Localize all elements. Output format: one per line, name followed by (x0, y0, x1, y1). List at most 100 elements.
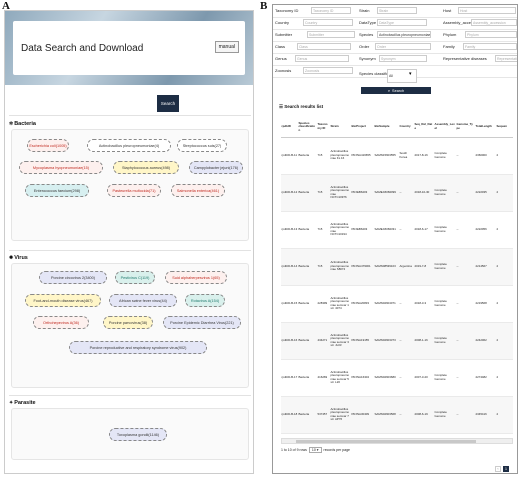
table-cell: Argentina (399, 248, 414, 286)
table-cell: -- (399, 396, 414, 434)
table-row[interactable]: rpdbID-B-16 Bacteria 434271 Actinobacillus … (281, 322, 513, 360)
column-header[interactable]: rpdbID (281, 117, 298, 138)
table-cell: -- (456, 396, 475, 434)
table-cell: Complete Genome (434, 285, 456, 323)
field-input-class[interactable]: Class (297, 43, 351, 50)
table-row[interactable]: rpdbID-B-18 Bacteria 537457 Actinobacillus … (281, 396, 513, 434)
species-pill[interactable]: Pasteurella multocida(71) (107, 184, 161, 197)
table-cell: -- (399, 322, 414, 360)
per-page-select[interactable]: 10 ▾ (308, 447, 322, 453)
species-pill[interactable]: Porcine Epidemic Diarrhea Virus(221) (163, 316, 241, 329)
scrollbar-thumb[interactable] (296, 440, 476, 443)
column-header[interactable]: Assembly_Level (434, 117, 456, 138)
field-input-submitter[interactable]: Submitter (307, 31, 355, 38)
species-pill[interactable]: Toxoplasma gondii(1146) (109, 428, 167, 441)
species-pill[interactable]: Staphylococcus aureus(498) (113, 161, 179, 174)
table-cell: Complete Genome (434, 174, 456, 212)
field-input-species[interactable]: Actinobacillus pleuropneumoniae (377, 31, 431, 38)
column-header[interactable]: Sequen (496, 117, 513, 138)
horizontal-scrollbar[interactable] (281, 438, 513, 444)
species-pill[interactable]: Enterococcus faecium(298) (25, 184, 89, 197)
table-row[interactable]: rpdbID-B-15 Bacteria 228399 Actinobacillus … (281, 285, 513, 323)
search-button[interactable]: Search (157, 95, 179, 112)
species-classification-select[interactable]: All (387, 69, 417, 83)
table-row[interactable]: rpdbID-B-17 Bacteria 416269 Actinobacillus … (281, 359, 513, 397)
field-label: Genus (275, 56, 287, 61)
table-cell: PRJEB10639 (351, 433, 374, 435)
column-header[interactable]: Species classification (298, 117, 317, 138)
table-cell: PRJEB6403 (351, 174, 374, 212)
species-pill[interactable]: Porcine circovirus 2(3400) (39, 271, 107, 284)
table-cell: PRJNA19155 (351, 322, 374, 360)
field-input-taxonomy-id[interactable]: Taxonomy ID (311, 7, 351, 14)
table-cell: rpdbID-B-12 (281, 174, 298, 212)
field-label: Order (359, 44, 370, 49)
column-header[interactable]: Strain (330, 117, 351, 138)
section-divider (9, 115, 251, 116)
table-cell: 2222056 (475, 211, 496, 249)
field-input-phylum[interactable]: Phylum (465, 31, 517, 38)
species-pill[interactable]: Pestivirus C(119) (115, 271, 155, 284)
species-pill[interactable]: Actinobacillus pleuropneumoniae(4) (87, 139, 171, 152)
field-input-representative-diseases[interactable]: Representative (495, 55, 517, 62)
table-row[interactable]: rpdbID-B-14 Bacteria 715 Actinobacillus ple… (281, 248, 513, 286)
prev-page-button[interactable]: ‹ (495, 466, 501, 472)
column-header[interactable]: Seq_Rel_Date (414, 117, 434, 138)
column-header[interactable]: Taxonomy ID (317, 117, 330, 138)
table-cell: 537457 (317, 396, 330, 434)
table-cell: Complete Genome (434, 322, 456, 360)
field-label: Synonym (359, 56, 376, 61)
field-input-country[interactable]: Country (303, 19, 353, 26)
field-input-host[interactable]: Host (458, 7, 516, 14)
table-cell: 2274482 (475, 359, 496, 397)
per-page-suffix: records per page (323, 448, 350, 452)
table-cell: 2008-1-16 (414, 322, 434, 360)
column-header[interactable]: Country (399, 117, 414, 138)
field-input-assembly-accession[interactable]: Assembly_accession (471, 19, 517, 26)
species-pill[interactable]: Escherichia coli(1005) (27, 139, 69, 152)
column-header[interactable]: TotalLength (475, 117, 496, 138)
column-header[interactable]: BioProject (351, 117, 374, 138)
column-header[interactable]: Genome_Type (456, 117, 475, 138)
field-input-family[interactable]: Family (463, 43, 517, 50)
table-cell: -- (456, 322, 475, 360)
table-cell: rpdbID-B-14 (281, 248, 298, 286)
table-row[interactable]: rpdbID-B-19Bacteria754345Actinobacillus … (281, 433, 513, 435)
field-input-order[interactable]: Order (375, 43, 431, 50)
table-row[interactable]: rpdbID-B-11 Bacteria 715 Actinobacillus ple… (281, 137, 513, 175)
section-box (11, 408, 249, 460)
advanced-search-button[interactable]: ⌕ Search (361, 87, 431, 94)
species-pill[interactable]: Porcine parvovirus(38) (103, 316, 153, 329)
table-cell: Bacteria (298, 433, 317, 435)
table-row[interactable]: rpdbID-B-13 Bacteria 715 Actinobacillus ple… (281, 211, 513, 249)
field-input-genus[interactable]: Genus (295, 55, 349, 62)
field-input-strain[interactable]: Strain (377, 7, 417, 14)
table-cell: PRJNA20833 (351, 285, 374, 323)
table-row[interactable]: rpdbID-B-12 Bacteria 715 Actinobacillus ple… (281, 174, 513, 212)
field-input-synonym[interactable]: Synonym (379, 55, 427, 62)
species-pill[interactable]: Mycoplasma hyopneumoniae(15) (19, 161, 103, 174)
field-input-datatype[interactable]: DataType (377, 19, 427, 26)
species-pill[interactable]: Rotavirus A(154) (185, 294, 225, 307)
page-1-button[interactable]: 1 (503, 466, 509, 472)
table-cell: South Korea (399, 137, 414, 175)
species-pill[interactable]: Streptococcus suis(27) (177, 139, 227, 152)
table-cell: 2 (496, 433, 513, 435)
pagination-info: 1 to 10 of 9 rows 10 ▾ records per page (281, 447, 350, 453)
species-pill[interactable]: Salmonella enterica(461) (171, 184, 225, 197)
table-cell: SAMEA5082099 (374, 174, 399, 212)
field-label: Host (443, 8, 452, 13)
table-cell: -- (399, 285, 414, 323)
field-input-zoonosis[interactable]: Zoonosis (303, 67, 353, 74)
species-pill[interactable]: Foot-and-mouth disease virus(467) (25, 294, 101, 307)
species-pill[interactable]: Suid alphaherpesvirus 1(65) (165, 271, 227, 284)
species-pill[interactable]: Orthohepevirus A(36) (33, 316, 89, 329)
species-pill[interactable]: African swine fever virus(44) (109, 294, 177, 307)
table-cell: PRJEB6403 (351, 211, 374, 249)
section-divider (9, 395, 251, 396)
species-pill[interactable]: Porcine reproductive and respiratory syn… (69, 341, 207, 354)
species-pill[interactable]: Campylobacter jejuni(176) (189, 161, 243, 174)
manual-button[interactable]: manual (214, 41, 239, 53)
column-header[interactable]: BioSample (374, 117, 399, 138)
panel-b-advanced-search: Taxonomy ID Taxonomy ID Strain Strain Host Ho… (272, 4, 518, 474)
